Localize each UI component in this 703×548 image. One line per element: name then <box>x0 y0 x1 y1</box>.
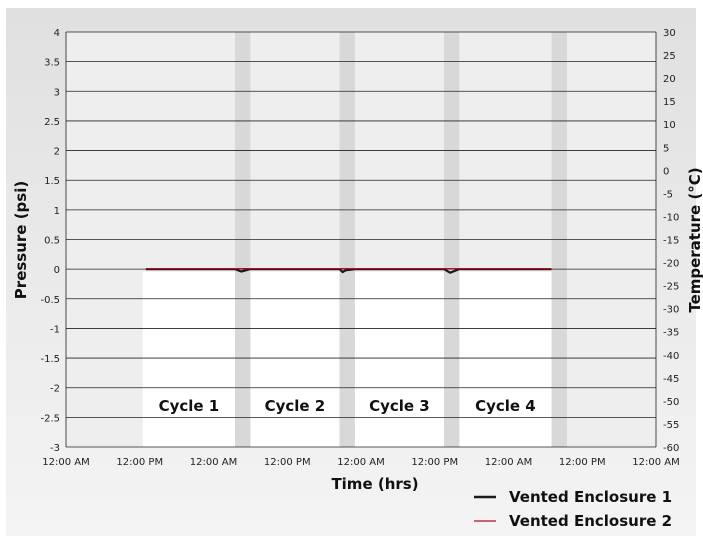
y-tick-label: 1 <box>54 206 60 217</box>
y2-tick-label: -30 <box>663 305 679 316</box>
y2-tick-label: -10 <box>663 212 679 223</box>
cycle-label-1: Cycle 1 <box>159 397 220 415</box>
y-tick-label: 0.5 <box>44 236 60 247</box>
y2-tick-label: -5 <box>663 189 673 200</box>
cycle-label-2: Cycle 2 <box>265 397 326 415</box>
legend-label-1: Vented Enclosure 1 <box>509 488 672 506</box>
cycle-label-3: Cycle 3 <box>369 397 430 415</box>
y2-tick-label: 30 <box>663 28 676 39</box>
cycle-label-4: Cycle 4 <box>475 397 536 415</box>
y2-tick-label: 0 <box>663 166 669 177</box>
legend-label-2: Vented Enclosure 2 <box>509 512 672 530</box>
y2-tick-label: -40 <box>663 351 679 362</box>
y-tick-label: -2.5 <box>40 413 60 424</box>
x-tick-label: 12:00 AM <box>190 457 237 468</box>
x-axis-label: Time (hrs) <box>331 475 418 493</box>
x-tick-label: 12:00 PM <box>264 457 311 468</box>
x-tick-label: 12:00 AM <box>42 457 89 468</box>
x-tick-label: 12:00 AM <box>632 457 679 468</box>
cycle-region-1 <box>142 271 236 447</box>
x-tick-label: 12:00 PM <box>411 457 458 468</box>
y2-tick-label: -60 <box>663 443 679 454</box>
cycle-region-3 <box>354 271 444 447</box>
y2-tick-label: 5 <box>663 143 669 154</box>
y-tick-label: 2 <box>54 147 60 158</box>
y2-tick-label: -35 <box>663 328 679 339</box>
y-tick-label: -3 <box>50 443 60 454</box>
y2-axis-label: Temperature (°C) <box>686 167 703 312</box>
y-tick-label: -1 <box>50 324 60 335</box>
y-tick-label: 2.5 <box>44 117 60 128</box>
y2-tick-label: 10 <box>663 120 676 131</box>
y-tick-label: -2 <box>50 384 60 395</box>
y2-tick-label: 20 <box>663 74 676 85</box>
y-tick-label: 4 <box>54 28 60 39</box>
y2-tick-label: -45 <box>663 374 679 385</box>
y2-tick-label: 15 <box>663 97 676 108</box>
y2-tick-label: -25 <box>663 282 679 293</box>
cycle-region-2 <box>250 271 340 447</box>
legend: Vented Enclosure 1 Vented Enclosure 2 <box>474 488 672 530</box>
y2-tick-label: -20 <box>663 259 679 270</box>
y-axis-label: Pressure (psi) <box>12 181 30 299</box>
x-tick-label: 12:00 PM <box>559 457 606 468</box>
y-tick-label: -1.5 <box>40 354 60 365</box>
y-tick-label: 1.5 <box>44 176 60 187</box>
x-tick-label: 12:00 AM <box>337 457 384 468</box>
x-tick-label: 12:00 PM <box>116 457 163 468</box>
y-tick-label: 0 <box>54 265 60 276</box>
y2-tick-label: -55 <box>663 420 679 431</box>
y2-tick-label: -15 <box>663 236 679 247</box>
y-tick-label: -0.5 <box>40 295 60 306</box>
y2-tick-label: 25 <box>663 51 676 62</box>
y2-tick-label: -50 <box>663 397 679 408</box>
series-line-1 <box>145 268 552 274</box>
cycle-region-4 <box>459 271 552 447</box>
x-tick-label: 12:00 AM <box>485 457 532 468</box>
y-tick-label: 3 <box>54 87 60 98</box>
y-tick-label: 3.5 <box>44 58 60 69</box>
